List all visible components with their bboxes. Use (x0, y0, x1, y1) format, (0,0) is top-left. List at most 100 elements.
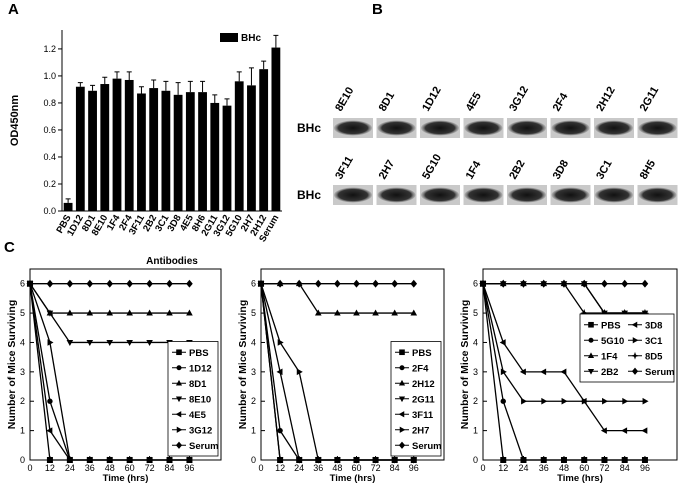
bar (124, 79, 134, 211)
bar (88, 90, 97, 211)
data-point (106, 340, 114, 347)
data-point (46, 457, 53, 463)
data-point (372, 309, 379, 316)
data-point (541, 397, 548, 405)
legend-label: 3C1 (645, 336, 663, 347)
y-tick-label: 1.2 (43, 44, 56, 54)
bar (185, 92, 195, 211)
legend-label: 2H7 (412, 425, 429, 436)
data-point (276, 279, 284, 288)
data-point (315, 456, 322, 464)
data-point (334, 456, 341, 464)
error-bar (151, 79, 157, 89)
data-point (410, 309, 418, 316)
data-point (353, 309, 360, 316)
bar (149, 88, 159, 211)
legend-marker (399, 349, 405, 356)
x-axis-label: Antibodies (146, 256, 198, 267)
bar (271, 47, 281, 212)
legend-label: PBS (412, 348, 432, 359)
data-point (581, 397, 588, 405)
data-point (600, 308, 609, 318)
bar (210, 102, 220, 211)
x-tick-label: 24 (294, 463, 304, 473)
panel-label: C (4, 239, 15, 256)
error-bar (126, 71, 132, 80)
error-bar (212, 94, 218, 103)
blot-lane-label: 4E5 (464, 91, 484, 114)
x-tick-label: 96 (409, 463, 419, 473)
bar (161, 90, 171, 211)
legend-marker (176, 426, 183, 433)
error-bar (138, 86, 144, 94)
data-point (601, 457, 608, 463)
legend-label: Serum (412, 441, 442, 452)
data-point (314, 309, 322, 316)
data-point (334, 279, 341, 288)
legend-label: 1F4 (601, 351, 618, 362)
data-point (642, 457, 648, 463)
blot-band (595, 187, 633, 203)
bar (222, 105, 232, 211)
y-tick-label: 6 (251, 279, 256, 289)
legend-marker (175, 411, 182, 418)
data-point (561, 457, 567, 463)
x-tick-label: 96 (184, 463, 194, 473)
blot-band (464, 187, 503, 203)
x-tick-label: 12 (45, 463, 55, 473)
x-axis-label: Time (hrs) (330, 473, 376, 484)
data-point (277, 339, 284, 346)
data-point (541, 457, 547, 463)
y-tick-label: 4 (251, 337, 256, 347)
data-point (46, 427, 53, 434)
data-point (500, 368, 507, 376)
x-tick-label: 0 (480, 463, 485, 473)
data-point (86, 279, 94, 288)
y-tick-label: 2 (20, 396, 25, 406)
data-point (411, 456, 418, 464)
error-bar (261, 60, 267, 70)
series-line (483, 283, 645, 314)
data-point (622, 457, 628, 463)
data-point (126, 309, 133, 316)
legend-label: 1D12 (189, 363, 212, 374)
x-tick-label: 72 (599, 463, 609, 473)
y-tick-label: 3 (20, 367, 25, 377)
error-bar (187, 80, 193, 93)
y-tick-label: 5 (251, 308, 256, 318)
data-point (500, 398, 506, 404)
legend-label: 2B2 (601, 367, 618, 378)
legend-marker (631, 321, 638, 328)
x-tick-label: 36 (313, 463, 323, 473)
error-bar (77, 82, 83, 87)
data-point (126, 340, 133, 347)
error-bar (248, 67, 254, 86)
legend-label: 8D1 (189, 379, 207, 390)
error-bar (163, 80, 169, 91)
legend-marker (176, 349, 182, 356)
legend-marker (631, 367, 639, 375)
y-tick-label: 2 (251, 396, 256, 406)
y-tick-label: 0 (251, 455, 256, 465)
data-point (520, 279, 527, 288)
data-point (167, 456, 174, 464)
data-point (106, 309, 114, 316)
x-tick-label: 96 (640, 463, 650, 473)
bar (75, 86, 85, 211)
blot-band (638, 120, 677, 136)
legend-label: 8E10 (189, 394, 211, 405)
data-point (500, 457, 507, 463)
blot-lane-label: 5G10 (420, 152, 444, 181)
blot-lane-label: 2B2 (507, 158, 527, 181)
x-axis-label: Time (hrs) (557, 473, 603, 484)
blot-lane-label: 3D8 (551, 158, 571, 181)
blot-band (377, 187, 416, 203)
blot-lane-label: 8E10 (333, 85, 356, 113)
bar (234, 81, 244, 211)
y-tick-label: 0.4 (43, 152, 56, 162)
data-point (86, 340, 94, 347)
blot-band (464, 120, 503, 136)
y-axis-label: OD450nm (9, 95, 21, 147)
data-point (621, 427, 628, 434)
x-tick-label: 12 (275, 463, 285, 473)
